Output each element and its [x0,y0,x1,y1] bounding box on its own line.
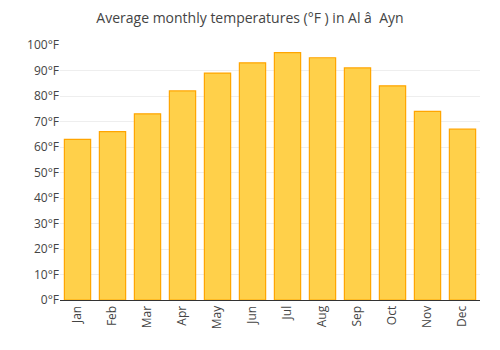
svg-text:Apr: Apr [173,306,190,326]
svg-text:Jul: Jul [278,306,295,321]
svg-text:30°F: 30°F [34,215,59,232]
svg-text:Feb: Feb [103,306,120,326]
svg-text:0°F: 0°F [41,291,59,308]
svg-text:10°F: 10°F [34,266,59,283]
svg-text:20°F: 20°F [34,240,59,257]
svg-text:Oct: Oct [383,306,400,325]
svg-text:Jun: Jun [243,306,260,325]
svg-text:May: May [208,305,225,329]
svg-text:Aug: Aug [313,305,330,327]
svg-text:40°F: 40°F [34,189,59,206]
svg-text:Mar: Mar [138,306,155,328]
svg-text:70°F: 70°F [34,113,59,130]
svg-text:Average monthly temperatures (: Average monthly temperatures (°F ) in Al… [96,8,403,27]
svg-text:Dec: Dec [453,306,470,327]
svg-text:Nov: Nov [418,306,435,328]
svg-text:Jan: Jan [68,306,85,324]
svg-text:60°F: 60°F [34,138,59,155]
svg-text:80°F: 80°F [34,87,59,104]
svg-text:90°F: 90°F [34,62,59,79]
svg-text:50°F: 50°F [34,164,59,181]
svg-text:Sep: Sep [348,306,365,327]
svg-text:100°F: 100°F [27,36,59,53]
